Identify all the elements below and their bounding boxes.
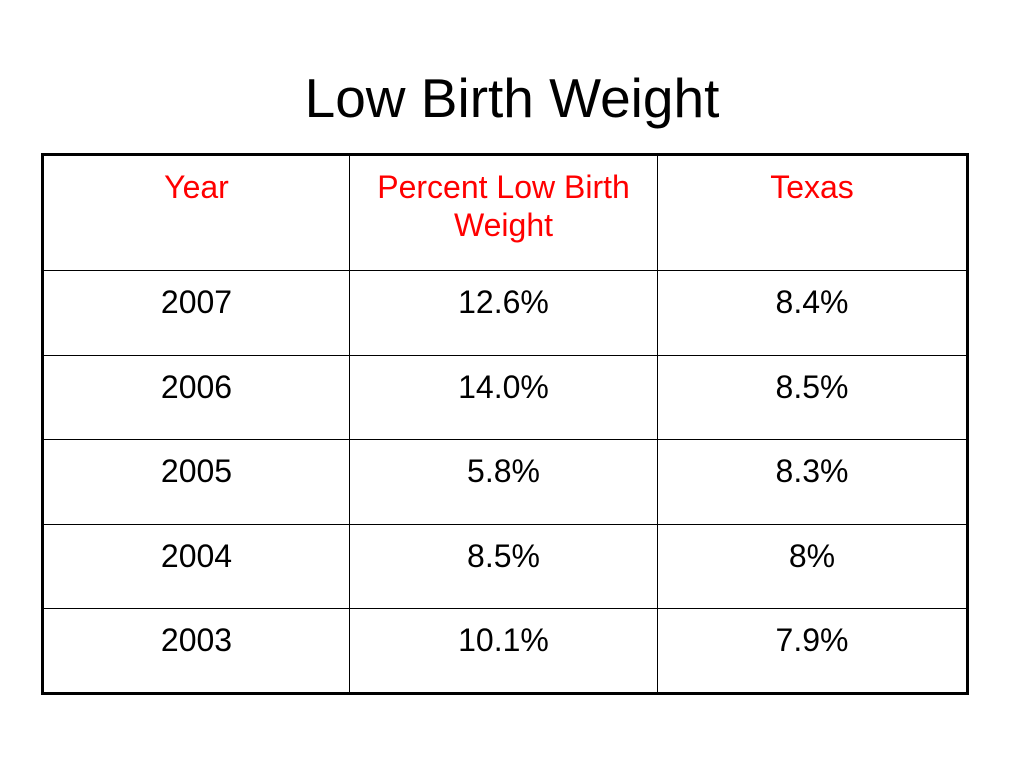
- cell-percent: 14.0%: [349, 354, 658, 440]
- cell-percent: 10.1%: [349, 608, 658, 694]
- slide-title: Low Birth Weight: [304, 67, 720, 129]
- cell-year: 2007: [42, 270, 350, 356]
- cell-percent: 8.5%: [349, 523, 658, 609]
- table-row: 2004 8.5% 8%: [42, 523, 968, 609]
- header-percent-low-birth-weight: Percent Low Birth Weight: [349, 154, 658, 271]
- cell-year: 2003: [42, 608, 350, 694]
- table-body: 2007 12.6% 8.4% 2006 14.0% 8.5% 2005 5.8…: [42, 270, 968, 694]
- cell-year: 2005: [42, 439, 350, 525]
- table-row: 2007 12.6% 8.4%: [42, 270, 968, 356]
- cell-percent: 5.8%: [349, 439, 658, 525]
- table-row: 2006 14.0% 8.5%: [42, 354, 968, 440]
- cell-percent: 12.6%: [349, 270, 658, 356]
- data-table: Year Percent Low Birth Weight Texas 2007…: [41, 153, 969, 695]
- header-row: Year Percent Low Birth Weight Texas: [42, 154, 968, 271]
- cell-texas: 8.4%: [657, 270, 968, 356]
- cell-texas: 8.3%: [657, 439, 968, 525]
- cell-year: 2006: [42, 354, 350, 440]
- table-row: 2003 10.1% 7.9%: [42, 608, 968, 694]
- header-texas: Texas: [657, 154, 968, 271]
- cell-texas: 8%: [657, 523, 968, 609]
- cell-texas: 8.5%: [657, 354, 968, 440]
- cell-texas: 7.9%: [657, 608, 968, 694]
- table-row: 2005 5.8% 8.3%: [42, 439, 968, 525]
- table-header: Year Percent Low Birth Weight Texas: [42, 154, 968, 271]
- header-year: Year: [42, 154, 350, 271]
- cell-year: 2004: [42, 523, 350, 609]
